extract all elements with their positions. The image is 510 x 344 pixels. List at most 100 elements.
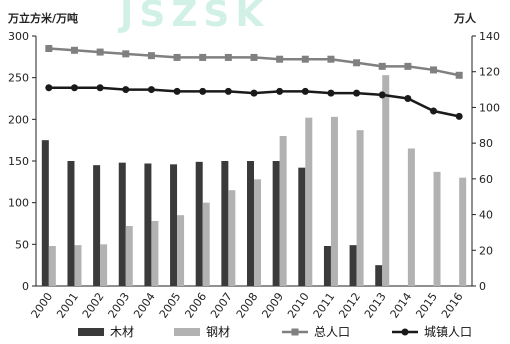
- bar-钢材: [433, 171, 441, 286]
- left-tick-label: 150: [8, 155, 29, 168]
- bar-木材: [221, 161, 229, 286]
- line-总人口: [48, 47, 460, 77]
- lines: [45, 45, 463, 120]
- legend-label-钢材: 钢材: [206, 325, 230, 339]
- right-tick-label: 20: [479, 244, 493, 257]
- legend-marker-城镇人口: [401, 328, 409, 336]
- left-tick-label: 300: [8, 30, 29, 43]
- legend-marker-总人口: [291, 328, 299, 336]
- x-tick-label: 2016: [439, 290, 466, 320]
- right-tick-label: 60: [479, 173, 493, 186]
- legend-label-木材: 木材: [110, 325, 134, 339]
- point-城镇人口: [147, 86, 155, 94]
- bar-木材: [375, 265, 383, 286]
- x-tick-label: 2013: [362, 290, 389, 320]
- point-总人口: [122, 50, 130, 58]
- x-tick-label: 2003: [106, 290, 133, 320]
- bar-钢材: [356, 130, 364, 286]
- point-城镇人口: [353, 89, 361, 97]
- x-tick-label: 2006: [182, 290, 209, 320]
- point-城镇人口: [70, 84, 78, 92]
- bar-钢材: [382, 75, 390, 287]
- bar-钢材: [48, 246, 56, 286]
- right-axis-unit: 万人: [453, 11, 477, 25]
- x-tick-label: 2005: [157, 290, 184, 320]
- bar-钢材: [305, 117, 313, 287]
- point-城镇人口: [224, 87, 232, 95]
- bar-木材: [272, 161, 280, 286]
- point-城镇人口: [327, 89, 335, 97]
- bar-钢材: [254, 179, 261, 286]
- right-tick-label: 40: [479, 209, 493, 222]
- legend-label-总人口: 总人口: [314, 325, 350, 339]
- left-tick-label: 0: [22, 280, 29, 293]
- right-tick-label: 140: [479, 30, 500, 43]
- point-总人口: [276, 55, 284, 63]
- point-总人口: [199, 53, 207, 61]
- x-tick-label: 2009: [259, 290, 286, 320]
- left-axis-unit: 万立方米/万吨: [7, 11, 78, 25]
- bar-钢材: [279, 136, 287, 286]
- bar-木材: [118, 162, 126, 286]
- bar-钢材: [202, 202, 210, 286]
- x-tick-label: 2002: [80, 290, 107, 320]
- x-tick-label: 2011: [311, 290, 338, 320]
- left-tick-label: 50: [15, 238, 29, 251]
- point-总人口: [45, 45, 53, 52]
- left-tick-label: 200: [8, 113, 29, 126]
- legend-swatch-钢材: [174, 328, 200, 336]
- bar-钢材: [177, 215, 185, 286]
- right-tick-label: 120: [479, 66, 500, 79]
- bar-木材: [170, 164, 178, 286]
- point-总人口: [327, 55, 335, 63]
- bar-钢材: [74, 245, 82, 286]
- bar-钢材: [459, 177, 467, 286]
- bar-钢材: [330, 116, 338, 286]
- bar-钢材: [228, 190, 236, 286]
- bar-木材: [247, 161, 254, 286]
- bar-木材: [144, 163, 152, 286]
- point-城镇人口: [301, 87, 309, 95]
- point-城镇人口: [122, 86, 130, 94]
- point-总人口: [173, 53, 181, 61]
- x-tick-label: 2000: [29, 290, 56, 320]
- left-tick-label: 250: [8, 72, 29, 85]
- bars: [41, 75, 467, 287]
- point-城镇人口: [455, 112, 463, 120]
- bar-木材: [67, 161, 75, 286]
- point-总人口: [250, 53, 258, 61]
- axes: 0 50 100 150 200 250 300 0 20 40 60 80 100 120 140: [8, 30, 500, 293]
- bar-木材: [349, 245, 357, 286]
- x-tick-label: 2015: [413, 290, 440, 320]
- bar-木材: [323, 246, 331, 286]
- x-tick-label: 2014: [388, 290, 415, 320]
- bar-钢材: [125, 226, 133, 286]
- bar-木材: [298, 167, 306, 286]
- point-城镇人口: [378, 91, 386, 99]
- legend-swatch-木材: [78, 328, 104, 336]
- point-城镇人口: [199, 87, 207, 95]
- point-城镇人口: [430, 107, 438, 115]
- bar-木材: [195, 161, 203, 286]
- point-城镇人口: [404, 95, 412, 102]
- x-tick-label: 2007: [208, 290, 235, 320]
- point-总人口: [147, 52, 155, 60]
- point-城镇人口: [276, 87, 284, 95]
- x-tick-label: 2010: [285, 290, 312, 320]
- point-总人口: [301, 55, 309, 63]
- x-tick-label: 2012: [336, 290, 363, 320]
- x-tick-label: 2008: [234, 290, 261, 320]
- bar-钢材: [407, 148, 415, 286]
- point-城镇人口: [96, 84, 104, 92]
- right-tick-label: 80: [479, 137, 493, 150]
- x-tick-label: 2001: [54, 290, 81, 320]
- point-总人口: [430, 66, 438, 74]
- point-城镇人口: [173, 87, 181, 95]
- point-总人口: [96, 48, 104, 56]
- bar-木材: [41, 140, 49, 286]
- watermark-text: JSZSK: [117, 0, 269, 35]
- right-tick-label: 100: [479, 101, 500, 114]
- x-tick-labels: 2000200120022003200420052006200720082009…: [29, 290, 466, 320]
- legend-label-城镇人口: 城镇人口: [424, 325, 472, 339]
